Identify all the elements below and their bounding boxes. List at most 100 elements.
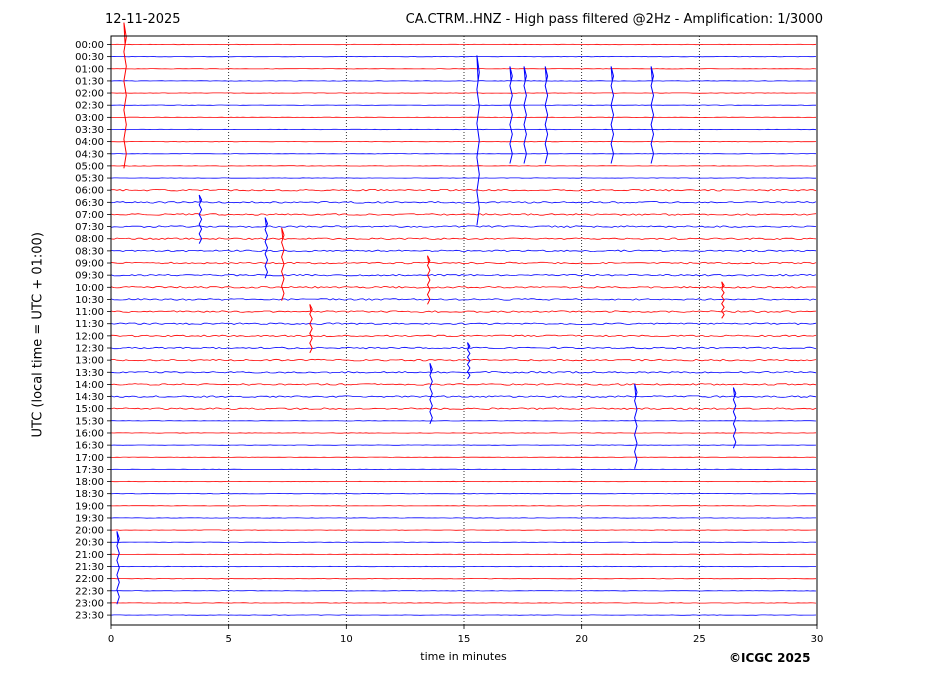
event-spike [429,363,433,425]
y-tick-label: 20:00 [75,526,104,537]
event-spike [476,55,480,226]
y-tick-label: 14:30 [75,392,104,403]
y-tick-label: 10:30 [75,295,104,306]
y-tick-label: 23:00 [75,598,104,609]
event-spike [544,66,549,164]
x-axis-label: time in minutes [420,650,507,663]
trace-line [110,322,817,325]
trace-lines [110,43,817,616]
y-tick-label: 12:00 [75,331,104,342]
y-tick-label: 18:30 [75,489,104,500]
trace-line [110,395,817,398]
trace-line [110,286,817,289]
y-tick-label: 01:30 [75,76,104,87]
trace-line [110,346,817,350]
trace-line [110,273,817,277]
event-spike [523,66,527,164]
x-tick-label: 30 [811,634,824,645]
trace-line [110,383,817,386]
y-tick-label: 04:00 [75,137,104,148]
x-tick-label: 10 [340,634,353,645]
y-tick-label: 17:30 [75,465,104,476]
y-tick-label: 10:00 [75,283,104,294]
x-tick-label: 25 [693,634,706,645]
trace-line [110,225,817,228]
y-tick-label: 17:00 [75,453,104,464]
event-spike [634,383,638,469]
trace-line [110,334,817,338]
event-spike [123,22,127,169]
y-tick-label: 03:30 [75,125,104,136]
event-spike [281,227,285,301]
event-spike [116,531,120,605]
trace-line [110,201,817,204]
y-tick-label: 04:30 [75,149,104,160]
y-tick-label: 11:00 [75,307,104,318]
y-tick-label: 13:00 [75,356,104,367]
y-tick-label: 03:00 [75,113,104,124]
y-tick-label: 07:30 [75,222,104,233]
trace-line [110,371,817,374]
event-spike [309,304,313,354]
y-tick-label: 06:30 [75,198,104,209]
trace-line [110,213,817,216]
x-tick-label: 5 [225,634,231,645]
y-tick-label: 02:30 [75,101,104,112]
y-tick-label: 02:00 [75,89,104,100]
event-spike [721,281,725,319]
y-tick-label: 14:00 [75,380,104,391]
y-tick-label: 12:30 [75,344,104,355]
y-tick-label: 05:30 [75,174,104,185]
trace-line [110,249,817,253]
event-spike [264,217,269,279]
y-tick-label: 09:30 [75,271,104,282]
y-tick-label: 23:30 [75,611,104,622]
event-spike [466,342,471,380]
y-tick-label: 07:00 [75,210,104,221]
y-tick-label: 00:00 [75,40,104,51]
trace-line [110,407,817,410]
event-spike [509,66,513,164]
y-tick-label: 16:30 [75,441,104,452]
trace-line [110,261,817,265]
y-tick-label: 01:00 [75,64,104,75]
trace-line [110,358,817,362]
y-tick-label: 13:30 [75,368,104,379]
trace-line [110,237,817,240]
x-tick-label: 15 [458,634,471,645]
y-tick-label: 11:30 [75,319,104,330]
y-tick-label: 09:00 [75,259,104,270]
event-spike [732,387,737,449]
event-spike [650,66,655,164]
y-tick-label: 18:00 [75,477,104,488]
copyright-label: ©ICGC 2025 [729,651,811,665]
y-tick-label: 19:00 [75,501,104,512]
x-tick-label: 0 [108,634,114,645]
trace-line [110,188,817,192]
event-spikes [116,22,737,605]
y-tick-label: 15:30 [75,416,104,427]
event-spike [198,194,203,244]
x-tick-label: 20 [575,634,588,645]
grid-lines [228,36,700,625]
chart-title: CA.CTRM..HNZ - High pass filtered @2Hz -… [405,12,823,27]
y-tick-label: 05:00 [75,161,104,172]
y-tick-label: 21:30 [75,562,104,573]
y-tick-label: 08:00 [75,234,104,245]
y-tick-label: 22:30 [75,586,104,597]
event-spike [426,255,431,305]
y-axis-label: UTC (local time = UTC + 01:00) [30,232,46,438]
y-tick-label: 06:00 [75,186,104,197]
y-tick-label: 22:00 [75,574,104,585]
trace-line [110,298,817,301]
event-spike [610,66,615,164]
y-tick-label: 00:30 [75,52,104,63]
y-tick-label: 20:30 [75,538,104,549]
y-tick-label: 16:00 [75,428,104,439]
y-tick-label: 08:30 [75,246,104,257]
y-tick-label: 19:30 [75,513,104,524]
trace-line [110,310,817,313]
y-tick-label: 21:00 [75,550,104,561]
